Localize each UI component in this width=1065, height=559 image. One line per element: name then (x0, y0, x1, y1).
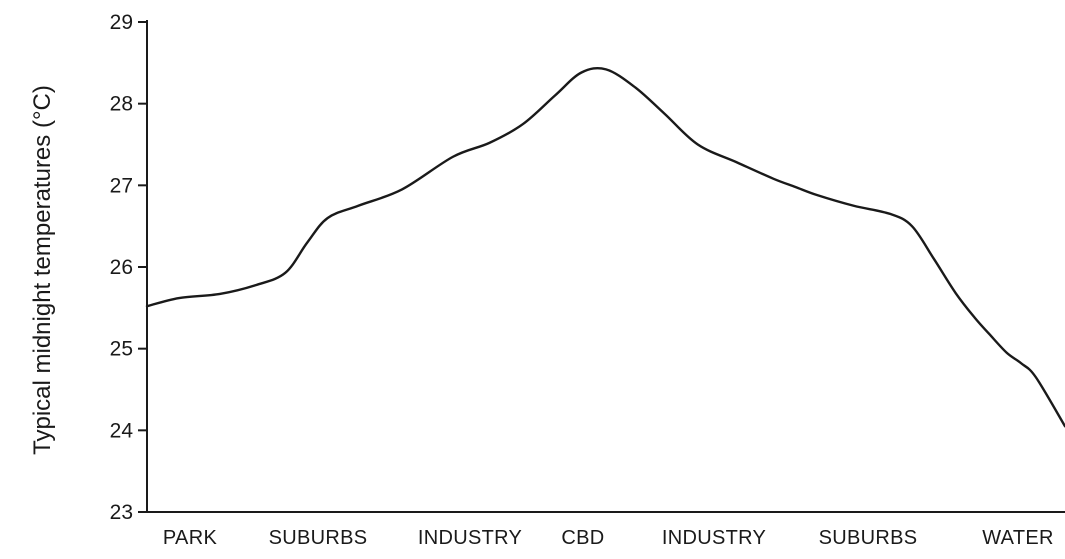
x-category-label: PARK (163, 527, 218, 549)
y-tick-label: 25 (110, 338, 133, 361)
y-axis-ticks: 23 24 25 26 27 28 29 (110, 11, 147, 524)
x-category-label: SUBURBS (819, 527, 918, 549)
x-axis-labels: PARK SUBURBS INDUSTRY CBD INDUSTRY SUBURBS WAT… (163, 527, 1054, 549)
y-axis-title-group: Typical midnight temperatures (°C) (29, 85, 56, 455)
y-tick-label: 23 (110, 501, 133, 524)
temperature-series-line (145, 66, 1065, 428)
y-tick-label: 24 (110, 419, 134, 442)
axes (146, 20, 1065, 513)
y-tick-label: 26 (110, 256, 133, 279)
y-axis-title: Typical midnight temperatures (°C) (29, 85, 56, 455)
x-category-label: INDUSTRY (418, 527, 522, 549)
x-category-label: WATER (982, 527, 1054, 549)
x-category-label: INDUSTRY (662, 527, 766, 549)
y-tick-label: 28 (110, 93, 133, 116)
y-tick-label: 27 (110, 174, 133, 197)
y-tick-label: 29 (110, 11, 133, 34)
x-category-label: CBD (561, 527, 604, 549)
series-group (145, 66, 1065, 428)
x-category-label: SUBURBS (269, 527, 368, 549)
